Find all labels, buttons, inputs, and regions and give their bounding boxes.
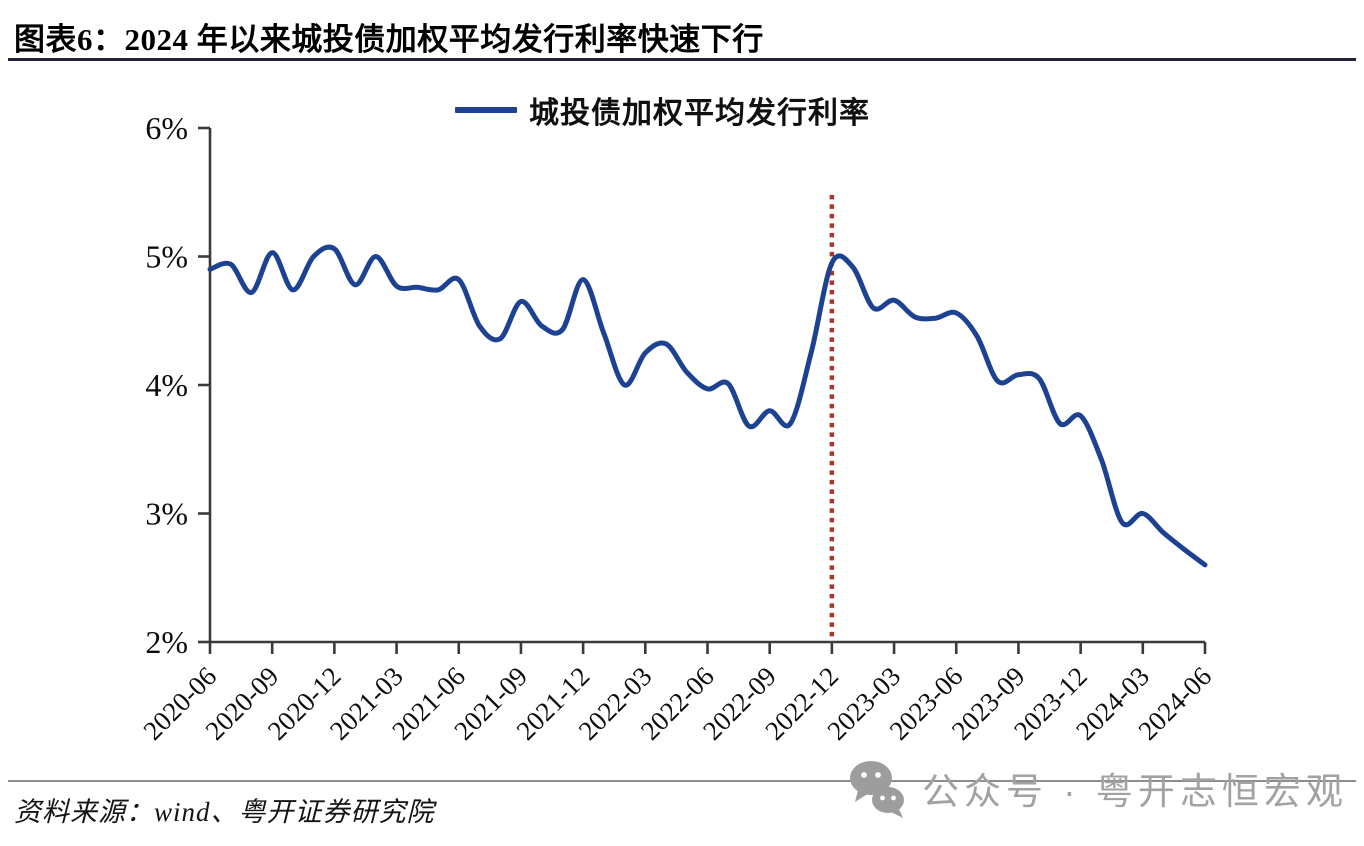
- wechat-icon: [850, 761, 904, 818]
- watermark-text: 公众号 · 粤开志恒宏观: [922, 771, 1348, 812]
- y-axis-label: 4%: [145, 367, 188, 403]
- watermark-divider-line: [8, 780, 1356, 782]
- legend-line-swatch: [455, 107, 517, 113]
- y-axis-label: 2%: [145, 624, 188, 660]
- rate-line: [207, 244, 1208, 568]
- chart-legend: 城投债加权平均发行利率: [455, 88, 870, 132]
- figure-title-text: 2024 年以来城投债加权平均发行利率快速下行: [124, 22, 764, 57]
- page-title: 图表6：2024 年以来城投债加权平均发行利率快速下行: [14, 14, 764, 59]
- y-axis-label: 5%: [145, 239, 188, 275]
- watermark: 公众号 · 粤开志恒宏观: [848, 756, 1348, 820]
- title-underline: [8, 58, 1356, 61]
- rate-chart: 6% 5% 4% 3% 2% 2020-06 2020-09 2020-12 2021-03 20…: [0, 70, 1364, 770]
- legend-label: 城投债加权平均发行利率: [529, 97, 870, 130]
- y-axis-label: 6%: [145, 110, 188, 146]
- rate-chart-svg: 6%5%4%3%2%2020-062020-092020-122021-0320…: [137, 110, 1217, 746]
- y-axis-label: 3%: [145, 496, 188, 532]
- figure-label: 图表6：: [14, 22, 125, 57]
- source-note: 资料来源：wind、粤开证券研究院: [14, 797, 435, 827]
- axes: [208, 128, 1205, 644]
